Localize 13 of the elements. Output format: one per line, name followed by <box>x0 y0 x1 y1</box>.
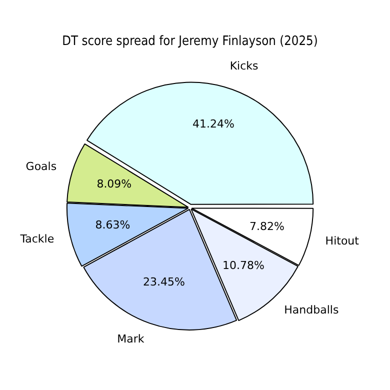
slice-label: Kicks <box>230 60 259 73</box>
slice-label: Hitout <box>325 234 360 248</box>
slice-label: Tackle <box>19 232 54 246</box>
data-label: 41.24% <box>192 118 234 131</box>
data-label: 10.78% <box>222 259 264 272</box>
slice-label: Mark <box>117 332 145 346</box>
slice-label: Goals <box>26 160 57 173</box>
data-label: 8.63% <box>95 218 130 232</box>
data-label: 7.82% <box>249 220 284 233</box>
data-label: 23.45% <box>143 276 185 289</box>
data-label: 8.09% <box>96 177 132 190</box>
chart-title: DT score spread for Jeremy Finlayson (2025) <box>62 34 318 48</box>
slice-label: Handballs <box>284 304 339 317</box>
